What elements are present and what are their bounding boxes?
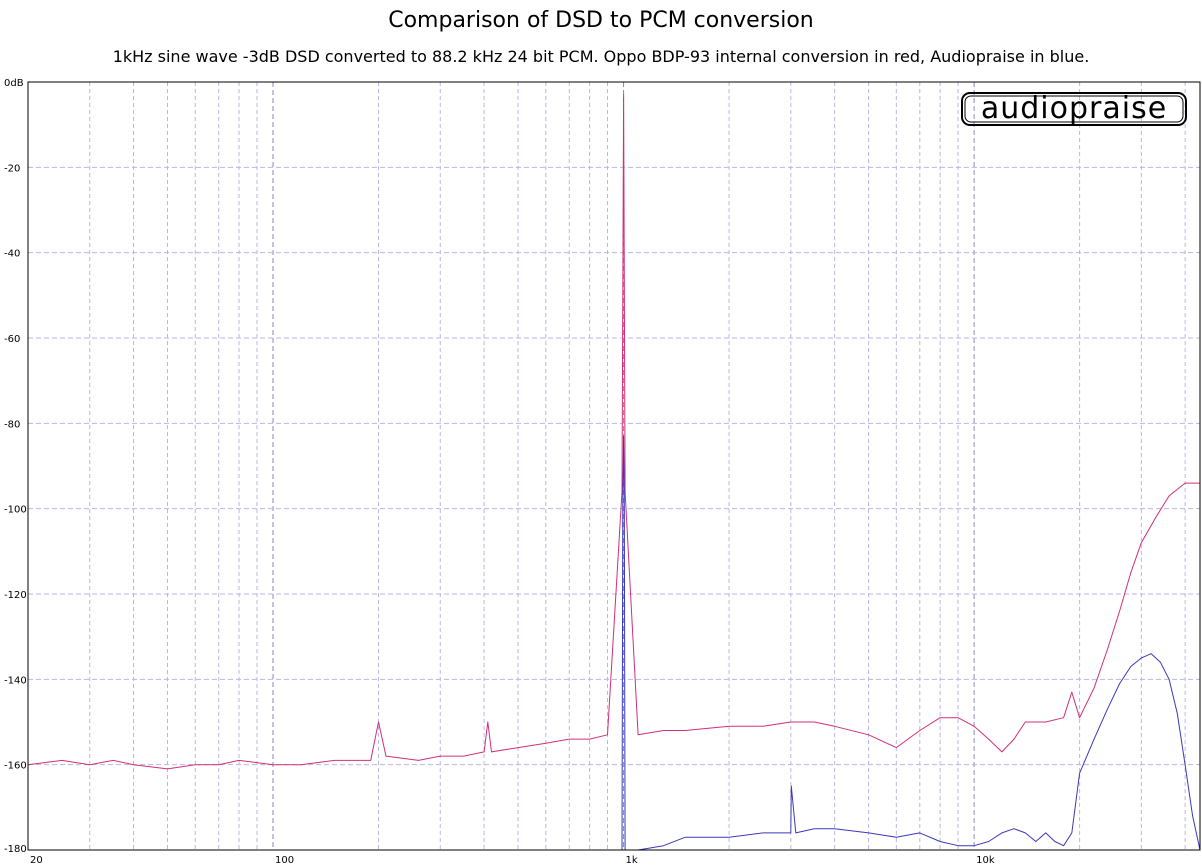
x-tick-label: 100: [275, 855, 294, 865]
y-tick-label: -20: [4, 163, 20, 174]
y-tick-label: 0dB: [4, 78, 24, 89]
y-tick-label: -60: [4, 334, 20, 345]
y-tick-label: -140: [4, 675, 27, 686]
x-tick-label: 10k: [976, 855, 995, 865]
series-layer: [27, 94, 1201, 851]
y-tick-label: -80: [4, 419, 20, 430]
audiopraise-logo: audiopraise: [961, 91, 1187, 126]
series-line-1: [27, 94, 1200, 770]
y-tick-label: -120: [4, 590, 27, 601]
chart-title: Comparison of DSD to PCM conversion: [388, 8, 814, 33]
plot-frame: [27, 81, 1201, 851]
chart-subtitle: 1kHz sine wave -3dB DSD converted to 88.…: [112, 47, 1090, 66]
series-line-2: [621, 435, 1201, 851]
y-tick-label: -40: [4, 249, 20, 260]
y-tick-label: -180: [4, 844, 27, 855]
logo-text: audiopraise: [981, 91, 1167, 126]
y-tick-label: -100: [4, 505, 27, 516]
grid-lines: [28, 82, 1200, 850]
y-tick-label: -160: [4, 761, 27, 772]
x-tick-label: 20: [30, 855, 43, 865]
x-tick-label: 1k: [626, 855, 638, 865]
plot-area: [28, 82, 1200, 850]
